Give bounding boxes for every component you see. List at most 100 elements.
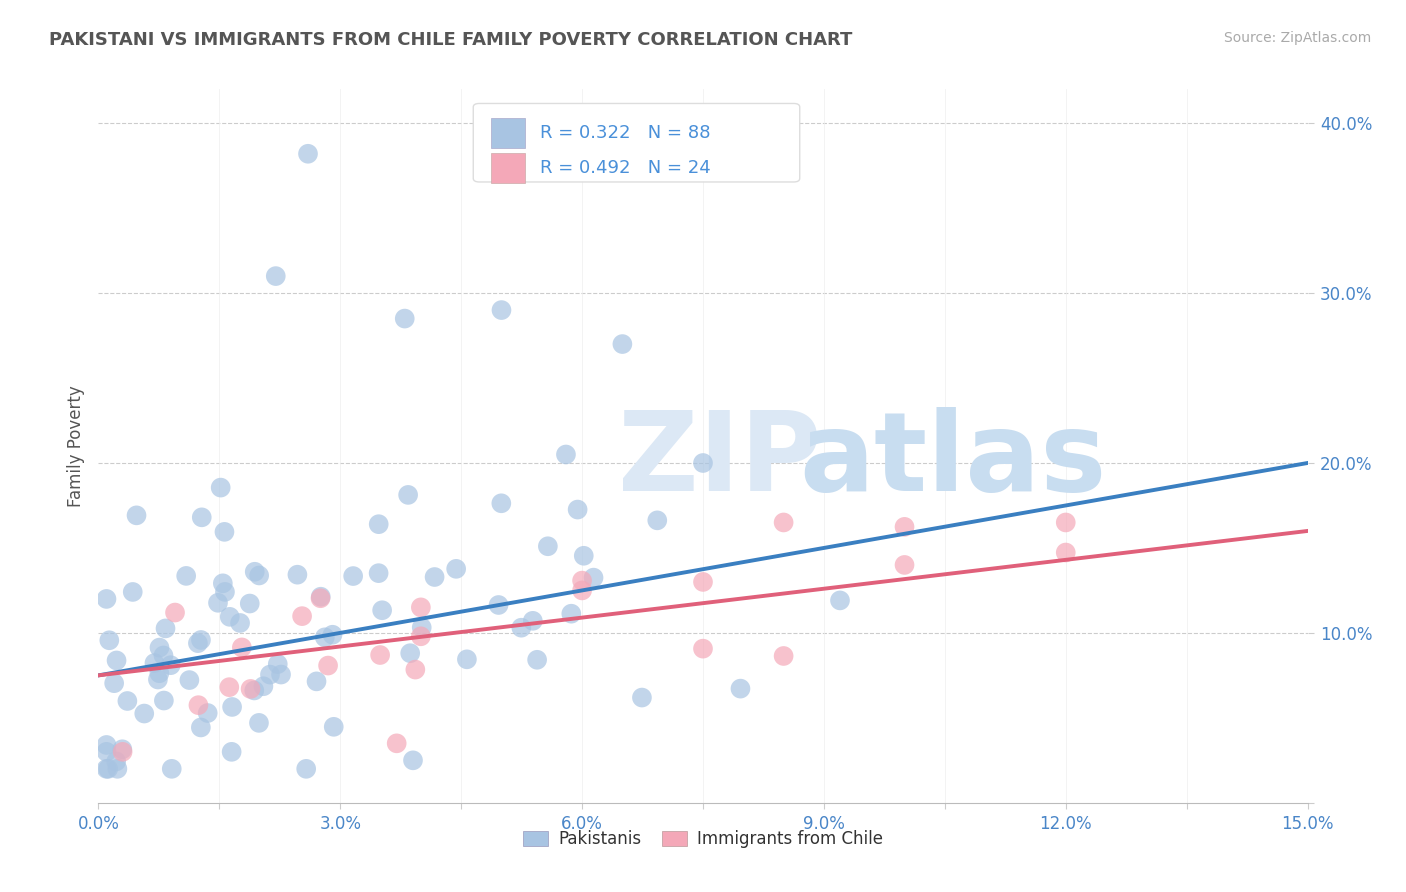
Point [631,690,654,705]
Point [214,585,236,599]
Point [571,574,593,588]
FancyBboxPatch shape [474,103,800,182]
Point [146,673,169,687]
Point [322,628,344,642]
Point [404,663,426,677]
Point [239,597,262,611]
Point [197,706,219,720]
Point [209,481,232,495]
Point [411,620,433,634]
Point [159,658,181,673]
Point [243,683,266,698]
Point [221,700,243,714]
Point [125,508,148,523]
Point [179,673,201,687]
Point [444,562,467,576]
Point [772,516,794,530]
Point [96,738,118,752]
Point [526,653,548,667]
Point [97,762,120,776]
Point [510,621,533,635]
Point [243,565,266,579]
Point [190,632,212,647]
Point [163,606,186,620]
Point [105,653,128,667]
Text: R = 0.492   N = 24: R = 0.492 N = 24 [540,159,710,177]
Point [134,706,156,721]
Point [239,681,262,696]
Point [1054,516,1077,530]
Point [148,640,170,655]
Point [394,311,416,326]
Point [488,598,510,612]
Point [270,667,292,681]
Point [402,753,425,767]
Point [264,269,287,284]
Point [367,566,389,581]
Point [893,558,915,572]
Point [537,539,560,553]
Point [221,745,243,759]
Point [730,681,752,696]
Point [692,456,714,470]
Point [522,614,544,628]
Point [772,648,794,663]
Point [111,745,134,759]
Point [571,583,593,598]
Point [314,630,336,644]
Point [291,609,314,624]
Point [409,629,432,643]
Point [572,549,595,563]
Point [96,591,118,606]
Point [371,603,394,617]
Point [267,657,290,671]
FancyBboxPatch shape [492,153,526,183]
Point [893,520,915,534]
Point [342,569,364,583]
Point [96,745,118,759]
Point [105,755,128,769]
Point [190,510,212,524]
Point [368,648,391,662]
Point [456,652,478,666]
Point [396,488,419,502]
Point [155,621,177,635]
Point [96,762,118,776]
Point [491,303,513,318]
Point [190,721,212,735]
Point [409,600,432,615]
Point [207,596,229,610]
Point [174,569,197,583]
Point [98,633,121,648]
Point [560,607,582,621]
Y-axis label: Family Poverty: Family Poverty [66,385,84,507]
Text: R = 0.322   N = 88: R = 0.322 N = 88 [540,125,710,143]
Legend: Pakistanis, Immigrants from Chile: Pakistanis, Immigrants from Chile [517,824,889,855]
Point [367,517,389,532]
Point [247,715,270,730]
Point [491,496,513,510]
Point [305,674,328,689]
Point [252,679,274,693]
Point [309,591,332,606]
Point [692,574,714,589]
Point [187,636,209,650]
Point [111,742,134,756]
Point [295,762,318,776]
Point [423,570,446,584]
Point [316,658,339,673]
Point [152,648,174,663]
Point [229,615,252,630]
Point [692,641,714,656]
Point [645,513,668,527]
Point [385,736,408,750]
Point [143,656,166,670]
Point [153,693,176,707]
Point [187,698,209,713]
Point [214,524,236,539]
Point [297,146,319,161]
Text: Source: ZipAtlas.com: Source: ZipAtlas.com [1223,31,1371,45]
Point [309,590,332,604]
Point [211,576,233,591]
Point [322,720,344,734]
